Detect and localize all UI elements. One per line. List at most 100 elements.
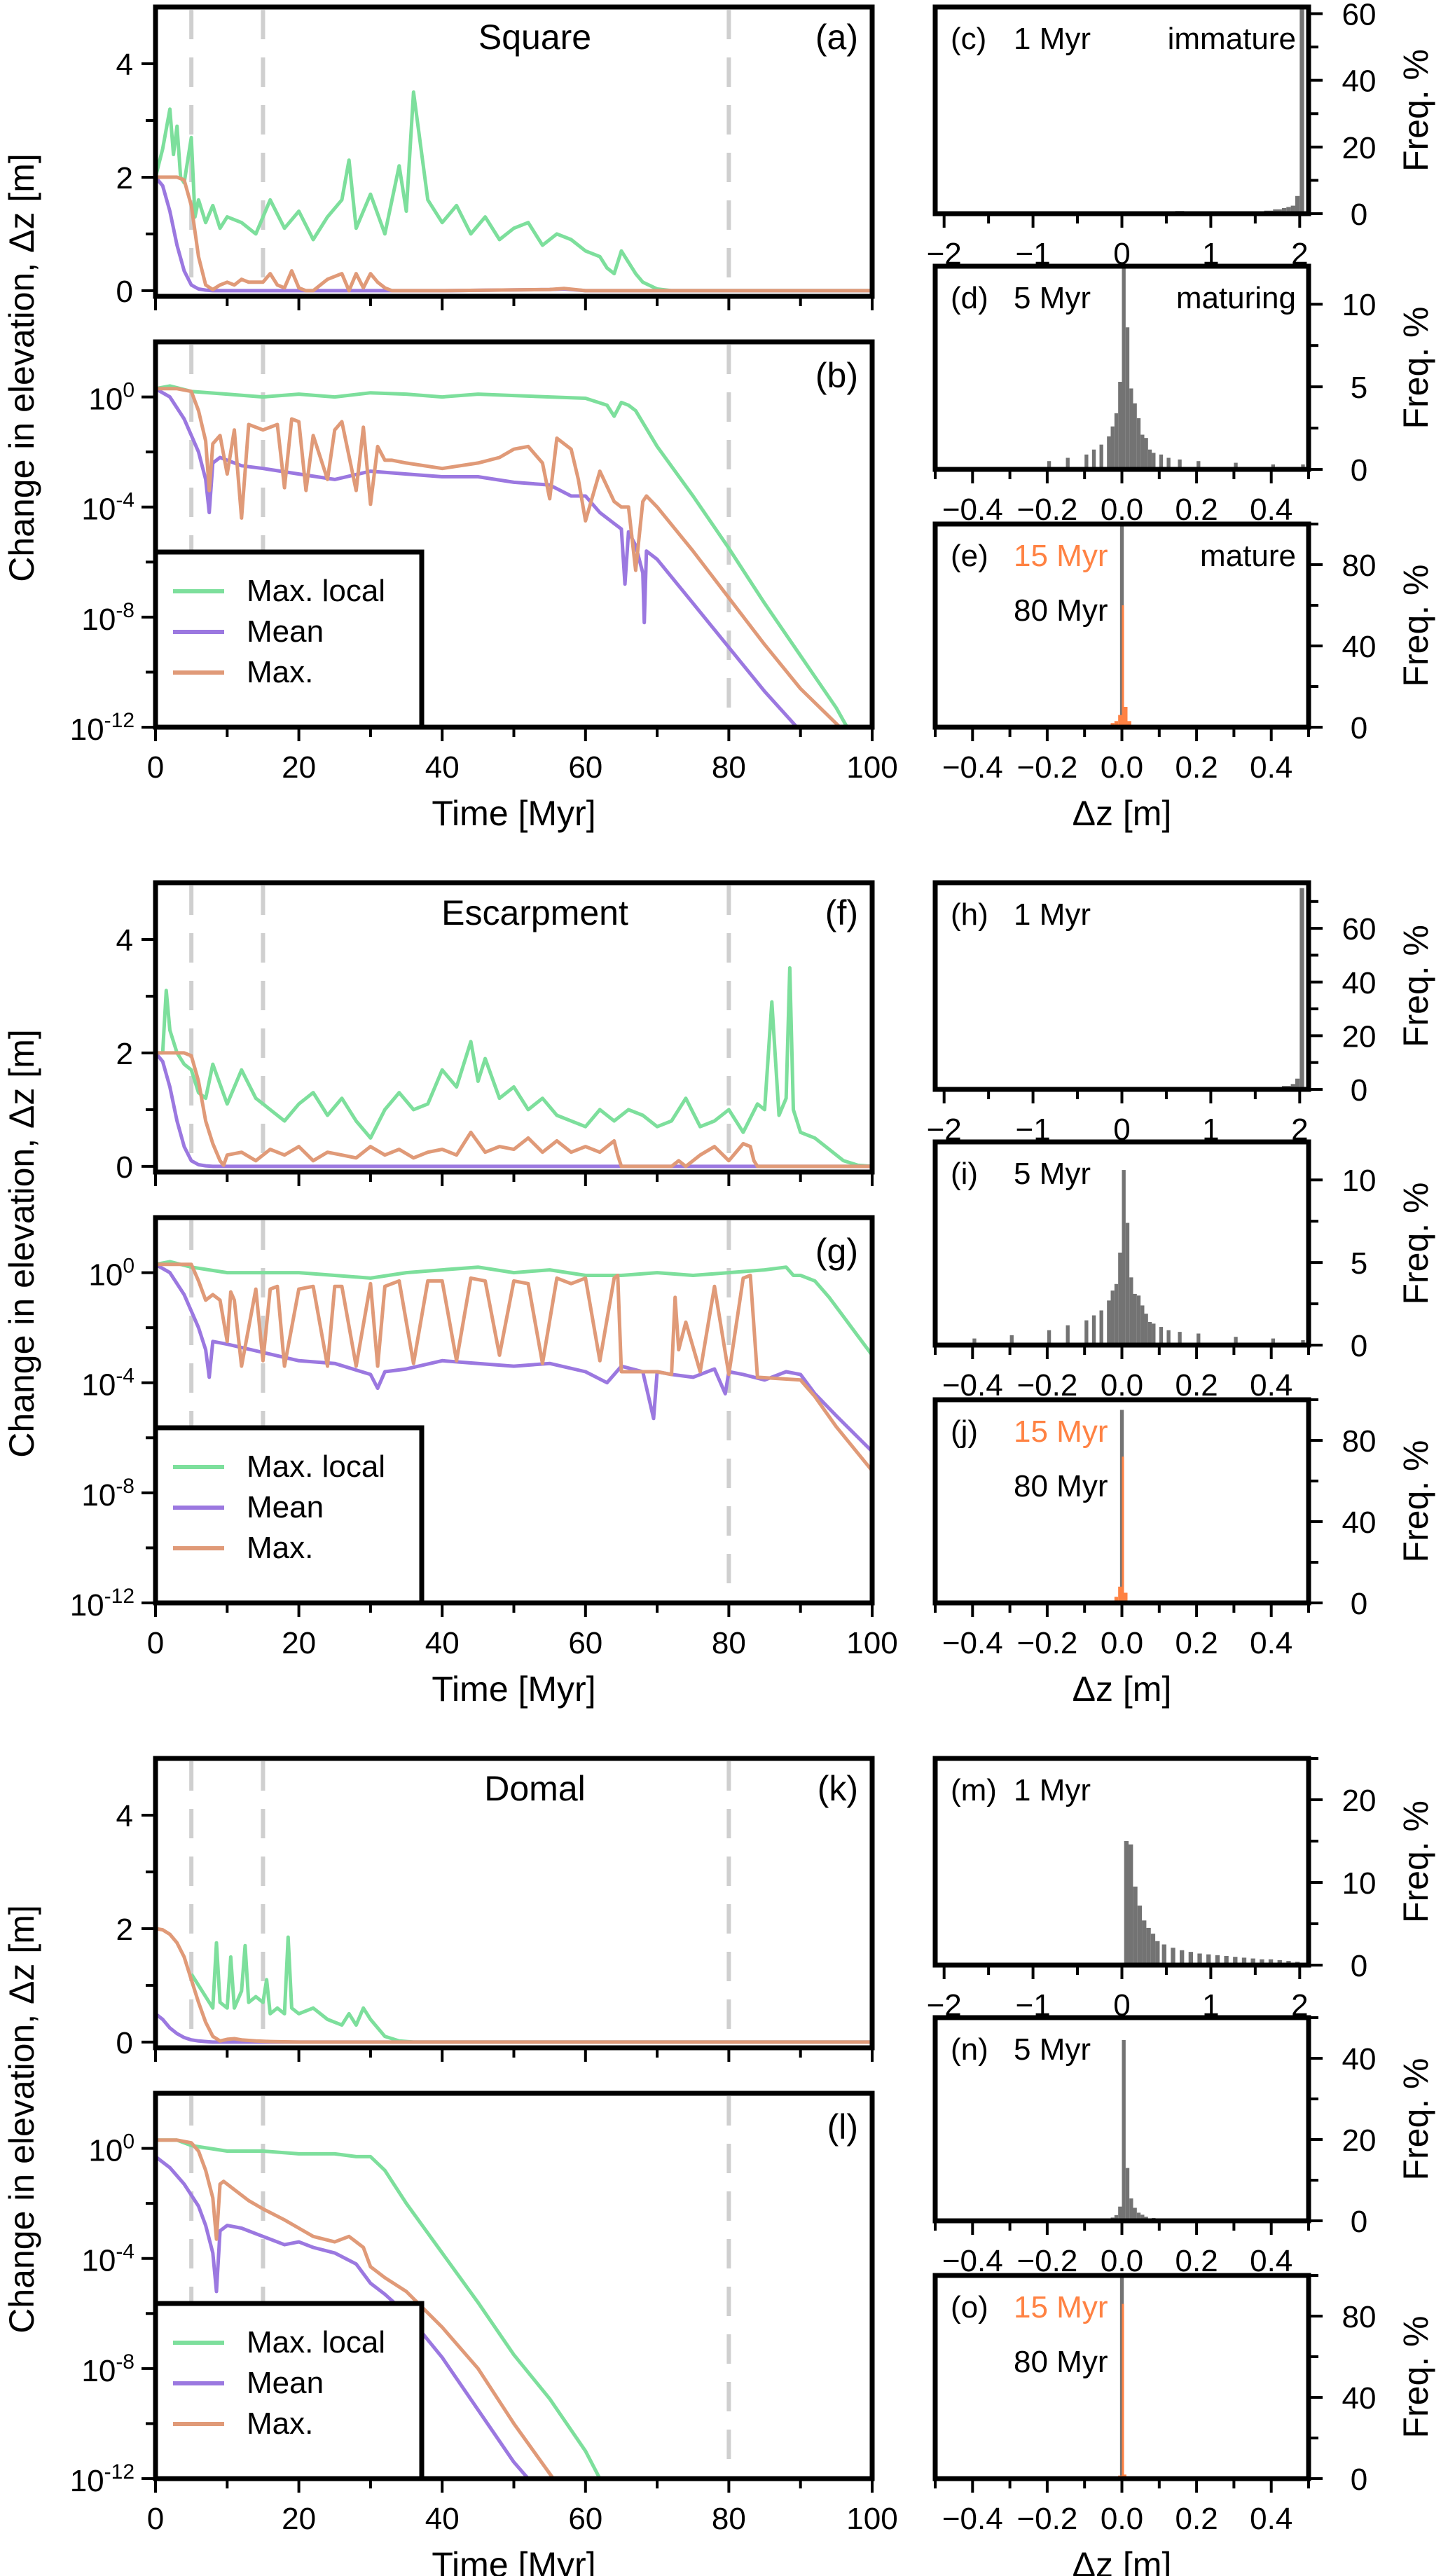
stage-label: mature: [1200, 539, 1296, 573]
histogram-bar-15myr: [1122, 2303, 1124, 2479]
histogram-bar: [1161, 1944, 1166, 1965]
y-tick-label: 10-8: [81, 1475, 135, 1513]
panel-tag: (j): [951, 1414, 978, 1449]
histogram-bar: [1122, 2039, 1126, 2221]
x-tick-label: −0.4: [942, 493, 1003, 527]
x-tick-label: 40: [425, 2502, 460, 2536]
x-tick-label: 100: [846, 750, 897, 785]
tick-exponent: -8: [116, 1475, 135, 1498]
histogram-bar: [1133, 1886, 1138, 1965]
histogram-bar: [1197, 1333, 1201, 1345]
panel-o: 0 40 80 Freq. % −0.4 −0.2 0.0 0.2 0.4 Δz [m] (o) 15…: [932, 2273, 1435, 2576]
legend-box: [153, 549, 425, 730]
stage-label: immature: [1168, 22, 1296, 56]
y-tick-label: 0: [116, 2026, 133, 2060]
x-tick-label: 0: [147, 1626, 164, 1660]
histogram-bar: [1107, 1300, 1111, 1345]
y-axis-label: Freq. %: [1396, 49, 1435, 172]
histogram-bar: [1118, 1252, 1122, 1345]
y-tick-label: 20: [1342, 2123, 1377, 2158]
x-tick-label: 0.2: [1175, 1626, 1218, 1660]
y-tick-label: 0: [1351, 711, 1367, 745]
y-tick-label: 40: [1342, 1506, 1377, 1540]
y-tick-label: 0: [1351, 1587, 1367, 1621]
tick-base: 10: [88, 2134, 123, 2168]
legend-label: Max. local: [247, 574, 385, 608]
legend: Max. local Mean Max.: [153, 1425, 425, 1606]
histogram-bar: [1047, 1330, 1051, 1345]
histogram-bar: [1271, 1338, 1276, 1345]
histogram-bar: [1110, 426, 1115, 469]
time-label: 1 Myr: [1014, 897, 1091, 932]
x-tick-label: −0.4: [942, 1368, 1003, 1403]
x-tick-label: 0.0: [1101, 750, 1143, 785]
histogram-bar: [1066, 457, 1070, 469]
y-tick-label: 4: [116, 1799, 133, 1833]
histogram-bar: [1295, 195, 1300, 214]
time-label-15myr: 15 Myr: [1014, 2290, 1108, 2324]
histogram-bar: [1099, 1310, 1103, 1345]
x-tick-label: 0.0: [1101, 1626, 1143, 1660]
x-tick-label: 0.2: [1175, 2244, 1218, 2278]
histogram-bar: [1133, 2207, 1137, 2221]
histogram-bar: [1234, 1337, 1238, 1345]
series-max: [156, 2138, 555, 2480]
series-max-local: [156, 966, 873, 1169]
x-tick-label: 0.2: [1175, 1368, 1218, 1403]
tick-base: 10: [81, 493, 116, 527]
y-axis-label: Freq. %: [1396, 564, 1435, 687]
histogram-bar: [1114, 2215, 1119, 2221]
histogram-bar: [1144, 438, 1148, 469]
stage-label: maturing: [1176, 281, 1296, 315]
tick-exponent: -4: [116, 1365, 135, 1388]
y-tick-label: 10-4: [81, 1365, 135, 1403]
y-tick-label: 4: [116, 923, 133, 958]
x-tick-label: 40: [425, 1626, 460, 1660]
histogram-bar: [1122, 266, 1126, 469]
histogram-bar: [1091, 1315, 1096, 1345]
histogram-bar: [1147, 1321, 1152, 1345]
histogram-bar: [1146, 1927, 1151, 1965]
x-tick-label: 0.2: [1175, 750, 1218, 785]
histogram-bar: [1099, 444, 1103, 469]
histogram-bar: [1286, 207, 1291, 214]
x-tick-label: −0.2: [1016, 2502, 1077, 2536]
histogram-bar: [1125, 1222, 1130, 1345]
series-mean: [154, 1052, 872, 1169]
panel-d: 0 5 10 Freq. % −0.4 −0.2 0.0 0.2 0.4 (d) 5 Myr matu…: [932, 263, 1435, 527]
y-tick-label: 0: [116, 275, 133, 309]
y-axis-label: Freq. %: [1396, 1182, 1435, 1304]
legend-label: Max.: [247, 1531, 313, 1565]
y-tick-label: 10-12: [70, 2460, 135, 2498]
x-tick-label: 60: [568, 1626, 602, 1660]
y-tick-label: 10: [1342, 1866, 1377, 1901]
histogram-bar-15myr: [1127, 721, 1131, 727]
time-label-80myr: 80 Myr: [1014, 2345, 1108, 2379]
y-tick-label: 10: [1342, 1164, 1377, 1198]
histogram-bar: [1155, 1941, 1160, 1965]
series-max: [156, 387, 841, 729]
tick-exponent: -4: [116, 2240, 135, 2264]
tick-base: 10: [88, 383, 123, 417]
histogram-bar: [1197, 1953, 1202, 1965]
y-tick-label: 5: [1351, 1246, 1367, 1281]
x-tick-label: 0: [147, 750, 164, 785]
y-tick-label: 10-4: [81, 489, 135, 527]
legend-box: [153, 2301, 425, 2481]
x-tick-label: 0.2: [1175, 2502, 1218, 2536]
y-tick-label: 60: [1342, 912, 1377, 946]
panel-tag: (k): [818, 1769, 858, 1808]
histogram-bar: [1268, 1959, 1274, 1965]
legend-label: Mean: [247, 2366, 324, 2400]
histogram-bar: [1084, 1320, 1089, 1345]
series-mean: [154, 1262, 874, 1453]
panel-tag: (c): [951, 22, 986, 56]
y-axis-label: Freq. %: [1396, 2058, 1435, 2180]
y-tick-label: 0: [1351, 198, 1367, 232]
x-tick-label: 0.4: [1250, 750, 1292, 785]
